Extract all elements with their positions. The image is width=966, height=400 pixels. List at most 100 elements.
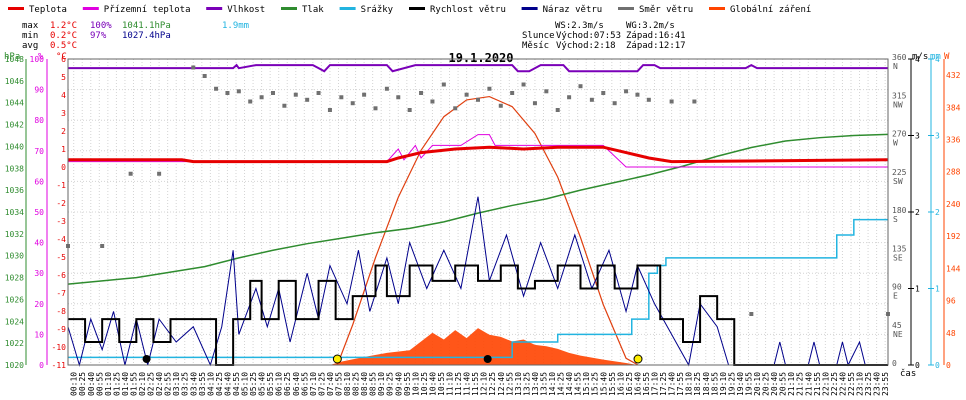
x-tick-label: 12:40 [497,372,506,396]
legend-swatch-1 [82,7,99,10]
x-tick-label: 00:25 [78,372,87,396]
x-tick-label: 10:25 [420,372,429,396]
temp-tick-label: 1 [61,145,66,154]
dir-compass-label: SE [893,253,903,262]
axis-units: hPa % °C m/s mm W čas [4,52,950,379]
moon-label: Měsíc [522,41,549,51]
x-tick-label: 23:25 [864,372,873,396]
stats-min-temp: 0.2°C [50,31,77,41]
wind-dir-point [225,91,230,95]
x-tick-label: 09:10 [377,372,386,396]
legend-label-1: Přízemní teplota [104,5,191,15]
press-tick-label: 1028 [5,274,24,283]
x-tick-label: 07:25 [317,372,326,396]
astro-markers [142,354,643,364]
legend-swatch-2 [206,7,223,10]
legend-swatch-4 [339,7,356,10]
chart-legend: Teplota Přízemní teplota Vlhkost Tlak Srážky… [8,5,811,15]
press-tick-label: 1022 [5,339,24,348]
wind-dir-point [441,82,446,87]
x-tick-label: 20:10 [753,372,762,396]
press-tick-label: 1048 [5,55,24,64]
temp-tick-label: 6 [61,55,66,64]
x-tick-label: 19:55 [744,372,753,396]
temp-tick-label: -7 [56,289,66,298]
x-tick-label: 01:25 [112,372,121,396]
x-tick-label: 16:40 [633,372,642,396]
x-tick-label: 03:40 [189,372,198,396]
wind-dir-point [339,95,344,100]
wind-dir-point [555,108,560,112]
dir-compass-label: NW [893,100,903,109]
x-tick-label: 16:25 [625,372,634,396]
wind-tick-label: 2 [915,208,920,217]
x-tick-label: 23:40 [873,372,882,396]
x-tick-label: 06:10 [275,372,284,396]
stats-max-rain: 1.9mm [222,21,249,31]
sunset-text: Západ:16:41 [626,31,686,41]
x-tick-label: 08:10 [343,372,352,396]
astro-info: WS:2.3m/s WG:3.2m/s Slunce Východ:07:53 … [522,21,686,51]
x-tick-label: 08:55 [369,372,378,396]
x-tick-label: 12:10 [480,372,489,396]
x-tick-label: 22:25 [830,372,839,396]
x-tick-label: 18:25 [693,372,702,396]
wind-dir-point [396,95,401,100]
stats-block: max 1.2°C 100% 1041.1hPa 1.9mm min 0.2°C… [22,21,249,51]
x-tick-label: 17:40 [668,372,677,396]
series-layer [66,63,890,367]
wind-dir-point [453,106,458,111]
hum-tick-label: 90 [34,86,44,95]
x-tick-label: 20:25 [762,372,771,396]
x-tick-label: 04:25 [215,372,224,396]
wind-speed-info: WS:2.3m/s [555,21,604,31]
stats-max-temp: 1.2°C [50,21,77,31]
x-tick-label: 12:25 [488,372,497,396]
x-tick-label: 21:55 [813,372,822,396]
x-tick-label: 11:55 [471,372,480,396]
wind-dir-point [567,95,572,100]
x-tick-label: 14:25 [557,372,566,396]
wind-dir-point [350,101,355,106]
stats-avg-label: avg [22,41,38,51]
x-tick-label: 23:10 [856,372,865,396]
x-tick-label: 16:55 [642,372,651,396]
wind-dir-point [128,171,133,176]
x-tick-label: 01:40 [121,372,130,396]
legend-swatch-5 [409,7,425,10]
stats-min-label: min [22,31,38,41]
dir-compass-label: E [893,292,898,301]
x-tick-label: 18:40 [702,372,711,396]
wind-dir-point [544,89,549,94]
press-tick-label: 1036 [5,186,24,195]
x-tick-label: 14:40 [565,372,574,396]
legend-swatch-8 [709,7,725,10]
wind-dir-point [624,89,629,94]
x-tick-label: 07:10 [309,372,318,396]
stats-min-hum: 97% [90,31,107,41]
x-tick-label: 13:40 [531,372,540,396]
x-tick-label: 10:10 [411,372,420,396]
dir-tick-label: 315 [892,91,907,100]
wind-dir-point [601,91,606,95]
wind-dir-point [362,92,367,97]
hum-tick-label: 40 [34,239,44,248]
wind-dir-point [236,89,241,94]
x-tick-label: 21:40 [804,372,813,396]
moonrise-text: Východ:2:18 [556,41,616,51]
series-rain [68,218,888,359]
solar-tick-label: 48 [946,329,956,338]
press-tick-label: 1046 [5,77,24,86]
x-tick-label: 17:55 [676,372,685,396]
hum-tick-label: 80 [34,116,44,125]
wind-dir-point [373,106,378,111]
x-tick-label: 06:40 [292,372,301,396]
x-tick-label: 07:40 [326,372,335,396]
rain-tick-label: 2 [935,208,940,217]
press-tick-label: 1020 [5,361,24,370]
press-tick-label: 1034 [5,208,24,217]
solar-tick-label: 240 [946,200,961,209]
rain-tick-label: 0 [935,361,940,370]
dir-tick-label: 225 [892,168,907,177]
